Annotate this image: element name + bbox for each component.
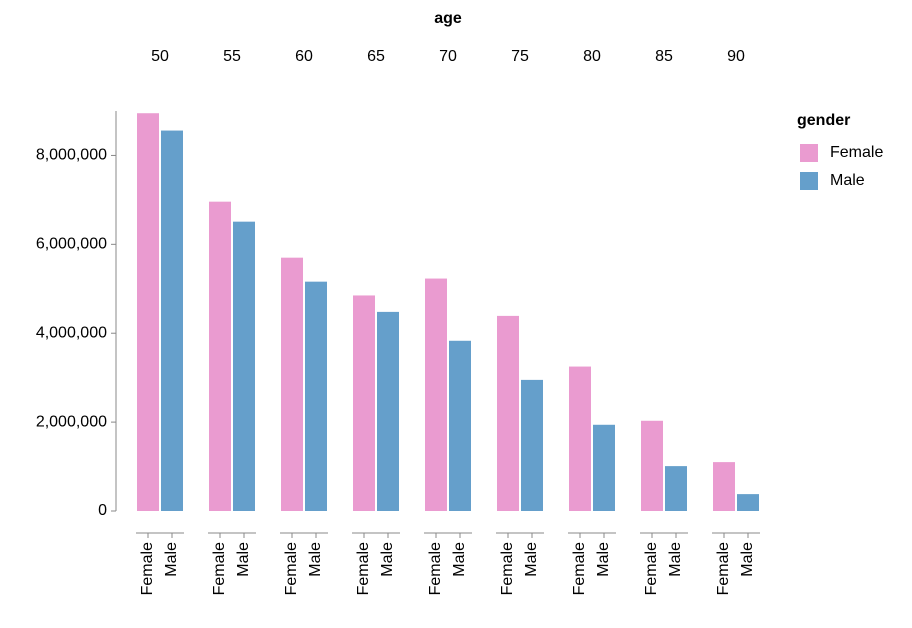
- bar: [593, 424, 615, 511]
- y-tick-label: 4,000,000: [36, 324, 107, 341]
- facet-header: 85: [655, 48, 673, 65]
- bar: [497, 315, 519, 511]
- facet-header: 75: [511, 48, 529, 65]
- bar: [305, 281, 327, 511]
- x-tick-label: Female: [715, 542, 732, 595]
- bar: [209, 201, 231, 511]
- bar: [713, 462, 735, 511]
- bar: [569, 366, 591, 511]
- bar: [641, 420, 663, 511]
- legend-title: gender: [797, 112, 850, 129]
- x-tick-label: Male: [235, 542, 252, 577]
- bar: [377, 311, 399, 511]
- bar: [233, 221, 255, 511]
- facet-header: 70: [439, 48, 457, 65]
- legend-label: Female: [830, 144, 883, 161]
- bar: [353, 295, 375, 511]
- legend-swatch: [800, 144, 818, 162]
- x-tick-label: Male: [739, 542, 756, 577]
- bar: [425, 278, 447, 511]
- y-tick-label: 8,000,000: [36, 147, 107, 164]
- facet-header: 60: [295, 48, 313, 65]
- x-tick-label: Male: [379, 542, 396, 577]
- x-tick-label: Male: [523, 542, 540, 577]
- x-tick-label: Female: [499, 542, 516, 595]
- y-tick-label: 2,000,000: [36, 413, 107, 430]
- bar: [521, 379, 543, 511]
- x-tick-label: Female: [283, 542, 300, 595]
- bar: [281, 257, 303, 511]
- bar: [449, 340, 471, 511]
- x-tick-label: Male: [451, 542, 468, 577]
- x-tick-label: Female: [643, 542, 660, 595]
- y-tick-label: 6,000,000: [36, 236, 107, 253]
- x-tick-label: Female: [571, 542, 588, 595]
- facet-header: 80: [583, 48, 601, 65]
- facet-title: age: [434, 10, 462, 27]
- x-tick-label: Female: [211, 542, 228, 595]
- facet-header: 50: [151, 48, 169, 65]
- facet-header: 90: [727, 48, 745, 65]
- facet-header: 65: [367, 48, 385, 65]
- facet-header: 55: [223, 48, 241, 65]
- x-tick-label: Female: [355, 542, 372, 595]
- bar: [137, 113, 159, 511]
- legend-label: Male: [830, 172, 865, 189]
- legend-swatch: [800, 172, 818, 190]
- x-tick-label: Female: [139, 542, 156, 595]
- bar: [161, 130, 183, 512]
- y-tick-label: 0: [98, 502, 107, 519]
- bar: [665, 466, 687, 511]
- x-tick-label: Male: [307, 542, 324, 577]
- bar: [737, 494, 759, 511]
- x-tick-label: Male: [163, 542, 180, 577]
- x-tick-label: Male: [667, 542, 684, 577]
- x-tick-label: Female: [427, 542, 444, 595]
- x-tick-label: Male: [595, 542, 612, 577]
